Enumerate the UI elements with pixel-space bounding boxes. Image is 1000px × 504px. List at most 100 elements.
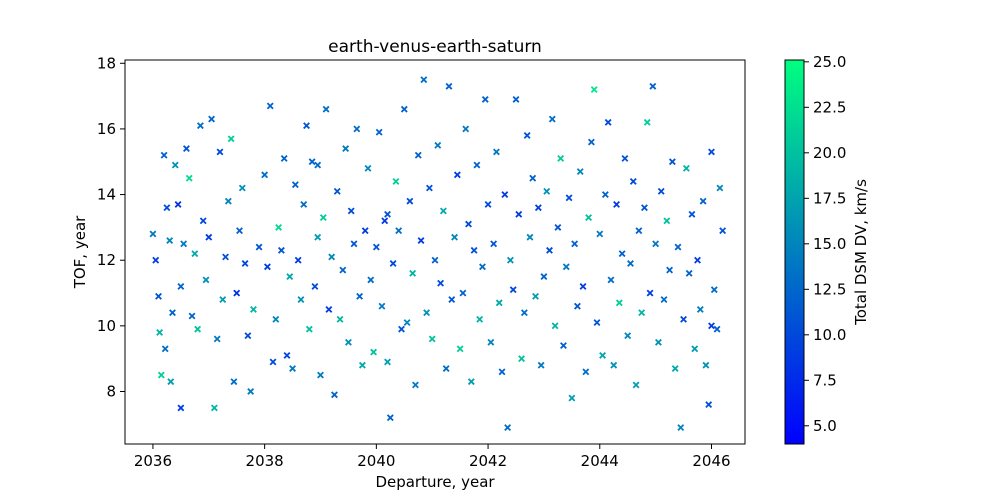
- scatter-point: [261, 171, 269, 179]
- scatter-point: [336, 315, 344, 323]
- scatter-point: [470, 246, 478, 254]
- scatter-point: [719, 227, 727, 235]
- chart-title: earth-venus-earth-saturn: [328, 37, 542, 57]
- scatter-point: [314, 233, 322, 241]
- scatter-point: [392, 177, 400, 185]
- y-tick-label: 16: [97, 120, 116, 138]
- scatter-point: [610, 361, 618, 369]
- y-tick-label: 10: [97, 317, 116, 335]
- scatter-point: [601, 191, 609, 199]
- scatter-point: [649, 82, 657, 90]
- scatter-point: [356, 292, 364, 300]
- scatter-point: [493, 148, 500, 156]
- scatter-point: [680, 315, 687, 323]
- scatter-point: [587, 138, 595, 146]
- colorbar-tick-label: 15.0: [813, 235, 846, 253]
- scatter-point: [266, 102, 274, 110]
- scatter-point: [445, 82, 453, 90]
- colorbar-tick-label: 12.5: [813, 280, 846, 298]
- y-tick-label: 12: [97, 251, 116, 269]
- scatter-point: [459, 289, 467, 297]
- scatter-point: [557, 155, 565, 162]
- scatter-point: [551, 322, 559, 330]
- scatter-point: [275, 223, 283, 231]
- x-tick-label: 2046: [692, 452, 730, 470]
- scatter-point: [568, 394, 576, 402]
- scatter-point: [699, 197, 707, 205]
- scatter-point: [451, 233, 458, 241]
- scatter-point: [618, 250, 626, 258]
- scatter-point: [169, 309, 176, 317]
- scatter-point: [453, 171, 461, 179]
- scatter-point: [657, 187, 665, 195]
- scatter-point: [540, 273, 548, 281]
- scatter-points: [149, 76, 727, 432]
- scatter-point: [501, 191, 509, 199]
- scatter-point: [590, 86, 598, 93]
- y-axis-label: TOF, year: [71, 215, 89, 289]
- scatter-point: [708, 322, 715, 330]
- scatter-point: [185, 174, 193, 182]
- scatter-point: [710, 286, 718, 294]
- scatter-point: [177, 283, 185, 290]
- scatter-point: [682, 164, 690, 172]
- scatter-point: [582, 368, 590, 376]
- x-axis: 2036 2038 2040 2042 2044 2046: [134, 444, 731, 470]
- scatter-point: [652, 240, 660, 248]
- scatter-point: [297, 296, 305, 304]
- colorbar-axis: 5.0 7.5 10.0 12.5 15.0 17.5 20.0 22.5 25.0: [804, 53, 846, 435]
- scatter-point: [289, 365, 297, 372]
- scatter-point: [512, 95, 520, 103]
- scatter-point: [171, 161, 179, 169]
- scatter-point: [331, 391, 338, 399]
- scatter-point: [238, 184, 246, 192]
- scatter-point: [532, 292, 539, 300]
- scatter-point: [409, 269, 417, 277]
- x-axis-label: Departure, year: [375, 473, 495, 491]
- scatter-point: [465, 220, 472, 228]
- scatter-point: [509, 286, 517, 294]
- scatter-point: [216, 148, 224, 156]
- y-tick-label: 14: [97, 186, 116, 204]
- scatter-point: [674, 243, 682, 251]
- scatter-point: [688, 210, 696, 218]
- colorbar-tick-label: 10.0: [813, 326, 846, 344]
- scatter-point: [227, 135, 235, 143]
- scatter-point: [199, 217, 207, 225]
- scatter-point: [370, 348, 377, 356]
- scatter-point: [685, 269, 693, 277]
- scatter-point: [666, 266, 674, 274]
- scatter-point: [632, 381, 640, 389]
- scatter-point: [462, 125, 470, 133]
- scatter-point: [322, 105, 330, 113]
- scatter-point: [490, 240, 498, 248]
- scatter-point: [439, 207, 447, 215]
- colorbar-tick-label: 25.0: [813, 53, 846, 71]
- scatter-point: [163, 204, 171, 212]
- colorbar-tick-label: 20.0: [813, 144, 846, 162]
- scatter-point: [381, 217, 389, 225]
- scatter-point: [177, 404, 185, 412]
- scatter-point: [571, 240, 579, 248]
- scatter-point: [691, 345, 699, 353]
- scatter-point: [160, 151, 168, 159]
- scatter-point: [255, 243, 263, 251]
- scatter-point: [467, 378, 475, 386]
- scatter-point: [423, 309, 431, 317]
- scatter-point: [213, 335, 221, 343]
- scatter-point: [233, 289, 241, 297]
- scatter-point: [643, 118, 651, 126]
- scatter-point: [515, 210, 523, 218]
- scatter-point: [585, 214, 593, 221]
- scatter-point: [328, 253, 336, 261]
- scatter-point: [627, 260, 634, 267]
- scatter-point: [417, 237, 425, 244]
- scatter-point: [244, 332, 252, 340]
- scatter-point: [183, 145, 190, 153]
- x-tick-label: 2040: [357, 452, 395, 470]
- scatter-point: [180, 240, 188, 248]
- scatter-point: [702, 361, 710, 369]
- scatter-point: [573, 302, 581, 310]
- scatter-point: [196, 122, 204, 130]
